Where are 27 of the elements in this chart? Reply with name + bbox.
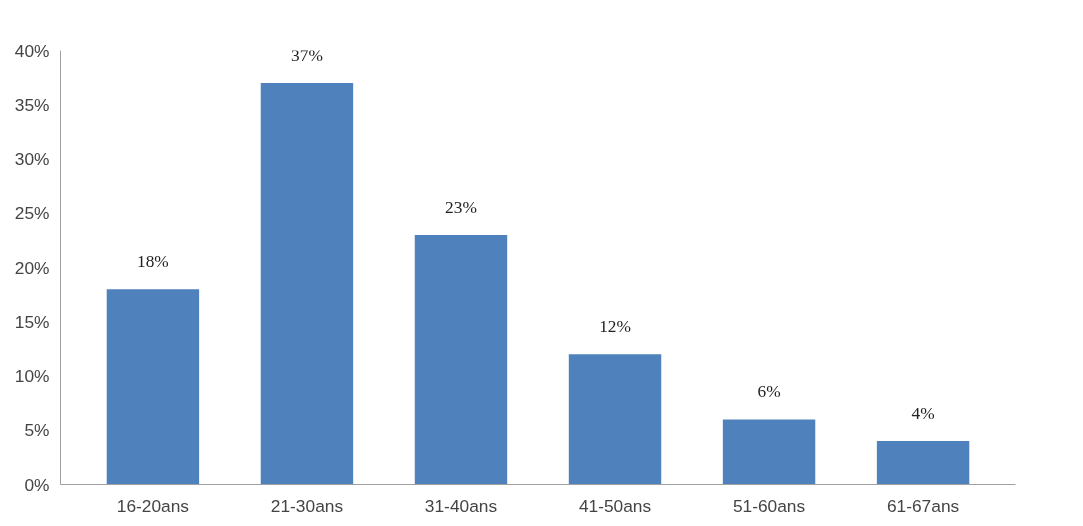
y-tick-label: 40% xyxy=(14,40,50,61)
bar xyxy=(414,234,508,485)
data-label: 6% xyxy=(757,382,781,402)
bar xyxy=(722,419,816,485)
data-label: 4% xyxy=(911,404,935,424)
y-tick-label: 5% xyxy=(24,420,50,441)
x-tick-label: 31-40ans xyxy=(424,495,498,516)
y-tick-label: 20% xyxy=(14,257,50,278)
y-tick-label: 10% xyxy=(14,366,50,386)
x-tick-label: 16-20ans xyxy=(116,495,190,516)
y-tick-label: 30% xyxy=(14,149,50,169)
x-tick-label: 41-50ans xyxy=(578,495,652,516)
data-label: 23% xyxy=(445,197,477,217)
bar xyxy=(106,289,200,485)
data-label: 18% xyxy=(137,252,169,272)
data-label: 12% xyxy=(599,317,631,337)
x-tick-label: 51-60ans xyxy=(732,495,806,516)
bar xyxy=(876,441,970,485)
y-tick-label: 0% xyxy=(24,474,50,495)
y-tick-label: 25% xyxy=(14,203,50,224)
y-tick-label: 35% xyxy=(14,94,50,115)
x-tick-label: 21-30ans xyxy=(270,495,344,516)
bar xyxy=(260,83,354,485)
x-tick-label: 61-67ans xyxy=(886,495,960,516)
bar xyxy=(568,354,662,485)
y-tick-label: 15% xyxy=(14,311,50,332)
data-label: 37% xyxy=(291,46,323,66)
